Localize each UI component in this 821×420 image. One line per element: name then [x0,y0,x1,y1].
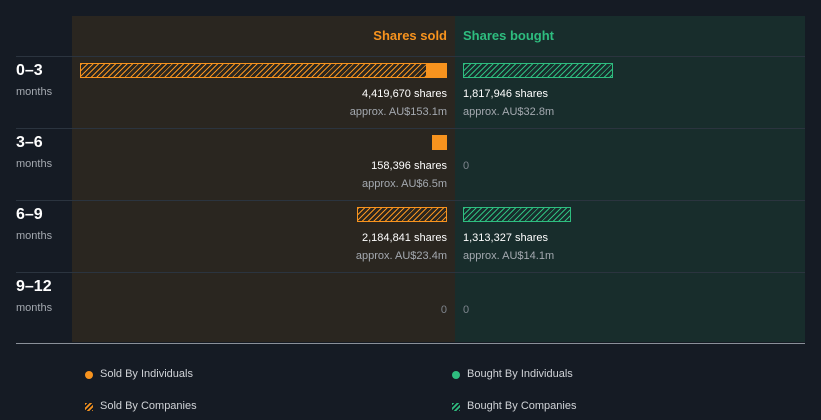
legend-swatch [452,403,460,411]
bar-sold-companies [80,63,427,78]
legend-swatch [85,371,93,379]
bought-approx-value: approx. AU$32.8m [463,106,555,118]
legend-swatch [85,403,93,411]
row-separator [16,272,805,273]
bar-sold-individuals [427,63,447,78]
legend-label: Sold By Individuals [100,368,193,380]
sold-approx-value: approx. AU$153.1m [349,106,447,118]
period-sublabel: months [16,302,53,314]
legend-label: Bought By Individuals [467,368,573,380]
legend-label: Bought By Companies [467,400,577,412]
chart-baseline [16,343,805,344]
bought-shares-value: 1,313,327 shares [463,232,549,244]
row-separator [16,200,805,201]
bought-shares-value: 1,817,946 shares [463,88,549,100]
legend-label: Sold By Companies [100,400,197,412]
sold-shares-value: 2,184,841 shares [361,232,447,244]
period-label: 3–6 [16,134,43,151]
period-label: 6–9 [16,206,43,223]
row-separator [16,56,805,57]
bought-zero-value: 0 [463,160,470,172]
row-separator [16,128,805,129]
period-label: 0–3 [16,62,43,79]
legend-swatch [452,371,460,379]
sold-approx-value: approx. AU$23.4m [355,250,447,262]
bar-sold-individuals [432,135,447,150]
shares-bought-header: Shares bought [463,28,555,43]
bought-zero-value: 0 [463,304,470,316]
sold-zero-value: 0 [440,304,447,316]
sold-approx-value: approx. AU$6.5m [362,178,447,190]
period-sublabel: months [16,230,53,242]
sold-shares-value: 158,396 shares [371,160,447,172]
bar-bought-companies [463,207,572,222]
sold-shares-value: 4,419,670 shares [361,88,447,100]
bar-sold-companies [356,207,447,222]
period-sublabel: months [16,158,53,170]
bought-approx-value: approx. AU$14.1m [463,250,555,262]
bar-bought-companies [463,63,613,78]
period-sublabel: months [16,86,53,98]
period-label: 9–12 [16,278,52,295]
shares-sold-header: Shares sold [373,28,447,43]
